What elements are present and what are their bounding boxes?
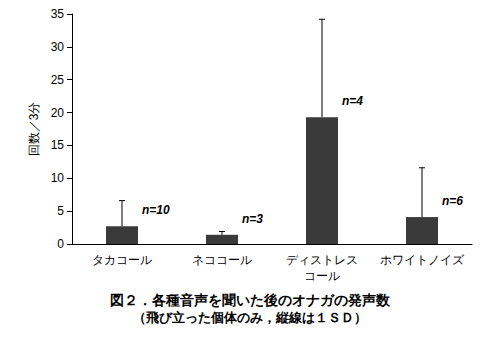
svg-text:（飛び立った個体のみ，縦線は１ＳＤ）: （飛び立った個体のみ，縦線は１ＳＤ） <box>133 310 367 325</box>
svg-text:ネココール: ネココール <box>192 253 252 267</box>
svg-text:タカコール: タカコール <box>92 253 152 267</box>
svg-text:コール: コール <box>304 269 340 283</box>
svg-text:0: 0 <box>57 237 64 251</box>
svg-text:ホワイトノイズ: ホワイトノイズ <box>380 253 465 267</box>
svg-text:n=10: n=10 <box>142 203 170 217</box>
svg-text:20: 20 <box>51 106 65 120</box>
svg-text:5: 5 <box>57 204 64 218</box>
svg-text:30: 30 <box>51 40 65 54</box>
svg-text:35: 35 <box>51 7 65 21</box>
svg-text:10: 10 <box>51 171 65 185</box>
svg-text:ディストレス: ディストレス <box>286 253 358 267</box>
svg-text:25: 25 <box>51 73 65 87</box>
svg-text:図２．各種音声を聞いた後のオナガの発声数: 図２．各種音声を聞いた後のオナガの発声数 <box>110 292 391 308</box>
svg-text:n=3: n=3 <box>242 212 263 226</box>
svg-text:15: 15 <box>51 138 65 152</box>
svg-text:n=4: n=4 <box>342 94 363 108</box>
svg-text:n=6: n=6 <box>442 194 463 208</box>
svg-text:回数／3分: 回数／3分 <box>27 102 41 157</box>
